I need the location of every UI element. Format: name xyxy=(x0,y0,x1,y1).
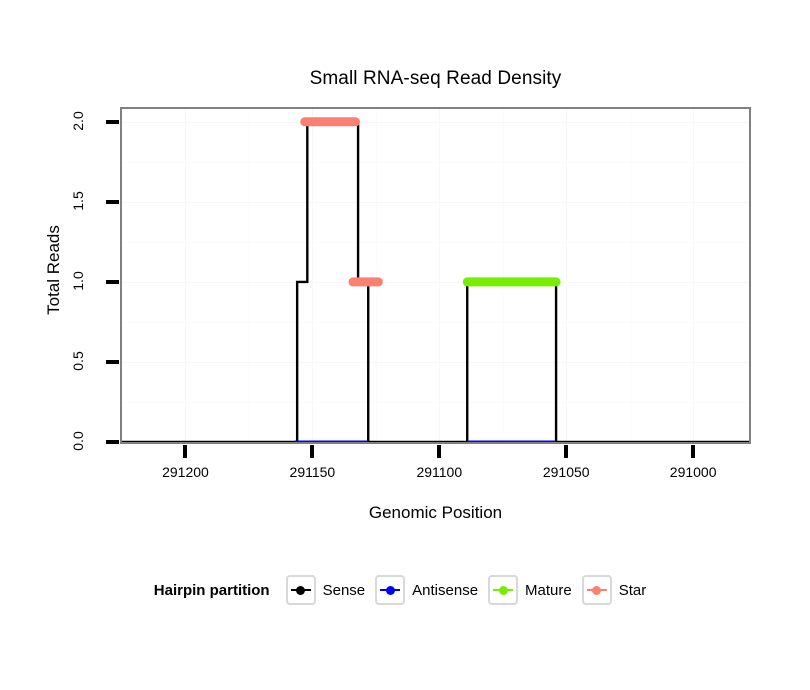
gridline-horizontal xyxy=(122,281,749,283)
y-axis-tick-label: 1.5 xyxy=(70,191,86,211)
legend-key-swatch xyxy=(488,575,519,605)
y-axis-tick-mark xyxy=(106,199,119,204)
x-axis-tick-mark xyxy=(183,445,188,458)
gridline-vertical-minor xyxy=(375,109,377,442)
legend-key-swatch xyxy=(375,575,406,605)
chart-title: Small RNA-seq Read Density xyxy=(309,68,562,89)
x-axis-tick-mark xyxy=(437,445,442,458)
x-axis-tick-mark xyxy=(691,445,696,458)
gridline-vertical xyxy=(312,109,314,442)
gridline-horizontal xyxy=(122,121,749,123)
gridline-vertical xyxy=(439,109,441,442)
gridline-vertical-minor xyxy=(248,109,250,442)
legend-entry-star[interactable]: Star xyxy=(581,575,647,605)
x-axis-tick-label: 291150 xyxy=(289,464,336,480)
y-axis-tick-mark xyxy=(106,440,119,444)
plot-panel xyxy=(120,107,751,444)
gridline-horizontal-minor xyxy=(122,321,749,323)
x-axis-tick-label: 291000 xyxy=(669,464,717,480)
gridline-horizontal xyxy=(122,361,749,363)
y-axis-tick-mark xyxy=(106,279,119,284)
legend-key-swatch xyxy=(285,575,316,605)
legend-key-swatch xyxy=(581,575,612,605)
legend-key-dot xyxy=(385,585,395,595)
y-axis-tick-mark xyxy=(106,119,119,124)
x-axis-tick-mark xyxy=(564,445,569,458)
legend-title: Hairpin partition xyxy=(153,581,270,599)
legend-label: Star xyxy=(618,581,647,599)
legend: Hairpin partition Sense Antisense Mature St… xyxy=(0,575,810,605)
legend-label: Antisense xyxy=(412,581,479,599)
y-axis-tick-label: 0.5 xyxy=(70,351,86,371)
plot-area xyxy=(122,109,749,442)
legend-label: Sense xyxy=(322,581,366,599)
y-axis-tick-label: 1.0 xyxy=(70,271,86,291)
x-axis-tick-mark xyxy=(310,445,315,458)
y-axis-tick-mark xyxy=(106,359,119,364)
legend-label: Mature xyxy=(525,581,572,599)
legend-key-dot xyxy=(592,585,602,595)
legend-key-dot xyxy=(498,585,508,595)
gridline-horizontal xyxy=(122,201,749,203)
gridline-horizontal-minor xyxy=(122,241,749,243)
y-axis-tick-label: 2.0 xyxy=(70,111,86,131)
x-axis-tick-label: 291200 xyxy=(162,464,209,480)
gridline-horizontal-minor xyxy=(122,161,749,163)
gridline-vertical xyxy=(185,109,187,442)
gridline-vertical xyxy=(693,109,695,442)
legend-entry-sense[interactable]: Sense xyxy=(285,575,366,605)
x-axis-tick-label: 291100 xyxy=(416,464,463,480)
gridline-horizontal-minor xyxy=(122,401,749,403)
x-axis-title: Genomic Position xyxy=(368,503,503,522)
gridline-vertical xyxy=(566,109,568,442)
legend-entry-antisense[interactable]: Antisense xyxy=(375,575,478,605)
legend-key-dot xyxy=(296,585,306,595)
y-axis-tick-label: 0.0 xyxy=(70,431,86,451)
y-axis-title: Total Reads xyxy=(44,225,63,315)
x-axis-tick-label: 291050 xyxy=(542,464,590,480)
gridline-vertical-minor xyxy=(629,109,631,442)
gridline-vertical-minor xyxy=(502,109,504,442)
series-layer xyxy=(122,117,749,442)
gridline-horizontal xyxy=(122,442,749,443)
legend-entry-mature[interactable]: Mature xyxy=(488,575,572,605)
